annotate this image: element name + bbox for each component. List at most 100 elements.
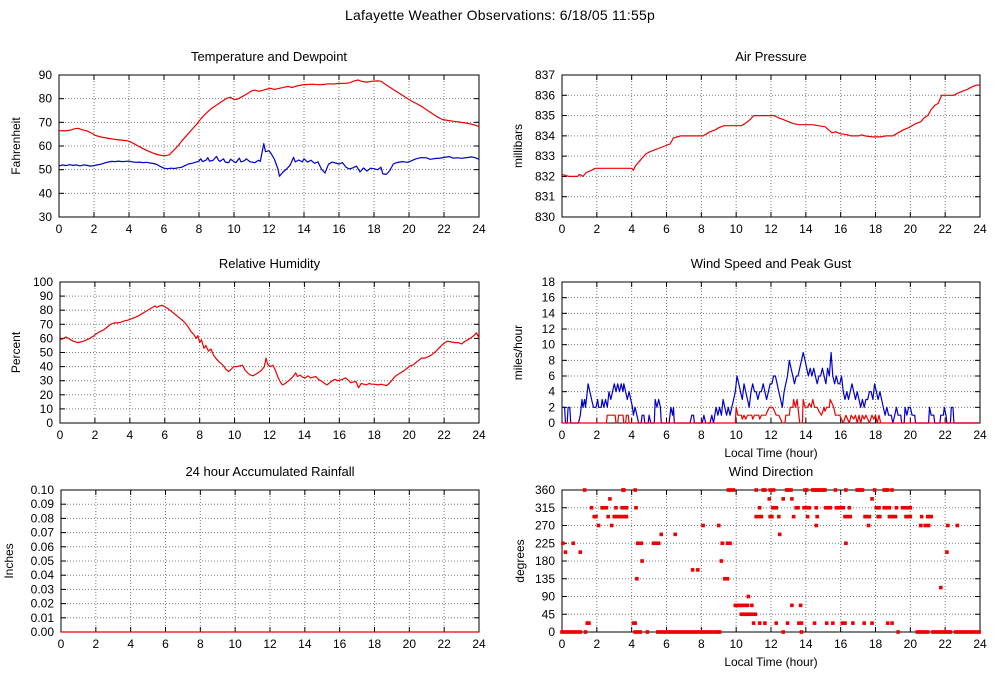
data-point bbox=[920, 630, 925, 634]
data-point bbox=[594, 514, 598, 519]
y-tick-label: 837 bbox=[535, 68, 555, 82]
data-point bbox=[890, 488, 894, 492]
data-point bbox=[587, 621, 591, 625]
x-tick-label: 4 bbox=[628, 222, 635, 236]
y-tick-label: 90 bbox=[40, 289, 54, 303]
data-point bbox=[812, 621, 817, 625]
y-tick-label: 270 bbox=[535, 519, 555, 533]
data-point bbox=[872, 488, 877, 492]
data-point bbox=[941, 630, 946, 634]
data-point bbox=[891, 514, 895, 519]
x-tick-label: 10 bbox=[227, 222, 241, 236]
y-tick-label: 12 bbox=[542, 322, 556, 336]
data-point bbox=[763, 621, 767, 625]
x-tick-label: 16 bbox=[834, 222, 848, 236]
data-point bbox=[687, 630, 691, 634]
data-point bbox=[634, 505, 638, 510]
data-point bbox=[900, 505, 905, 510]
data-point bbox=[972, 630, 976, 634]
y-tick-label: 6 bbox=[548, 369, 555, 383]
series-humidity bbox=[59, 304, 480, 389]
x-tick-label: 2 bbox=[593, 637, 600, 651]
data-point bbox=[767, 497, 772, 501]
data-point bbox=[561, 541, 565, 546]
y-tick-label: 100 bbox=[33, 275, 53, 289]
data-point bbox=[717, 630, 722, 634]
x-tick-label: 8 bbox=[196, 428, 203, 442]
tick-marks bbox=[59, 281, 480, 424]
grid-lines bbox=[562, 490, 980, 632]
y-axis-label: Percent bbox=[9, 331, 23, 373]
y-tick-label: 60 bbox=[39, 139, 53, 153]
data-point bbox=[679, 630, 684, 634]
y-tick-label: 833 bbox=[535, 149, 555, 163]
y-tick-label: 8 bbox=[548, 353, 555, 367]
data-point bbox=[887, 505, 892, 510]
y-tick-label: 14 bbox=[542, 306, 556, 320]
data-point bbox=[575, 630, 580, 634]
data-point bbox=[639, 541, 644, 546]
grid-lines bbox=[562, 282, 980, 423]
data-point bbox=[582, 488, 587, 492]
data-point bbox=[663, 630, 668, 634]
series-wind-speed bbox=[562, 398, 980, 424]
data-point bbox=[701, 523, 705, 528]
data-point bbox=[705, 630, 710, 634]
x-tick-label: 24 bbox=[472, 222, 486, 236]
chart-title: Air Pressure bbox=[735, 49, 807, 64]
data-point bbox=[885, 505, 889, 510]
y-axis-label: Fahrenheit bbox=[9, 117, 23, 175]
data-point bbox=[624, 505, 629, 510]
y-tick-label: 16 bbox=[542, 291, 556, 305]
data-point bbox=[673, 532, 678, 537]
data-point bbox=[609, 523, 614, 528]
data-point bbox=[669, 630, 673, 634]
data-point bbox=[843, 621, 847, 625]
y-tick-label: 225 bbox=[535, 536, 555, 550]
x-tick-label: 18 bbox=[368, 428, 382, 442]
data-point bbox=[870, 621, 874, 625]
data-point bbox=[720, 541, 725, 546]
data-point bbox=[570, 630, 575, 634]
data-point bbox=[640, 559, 644, 563]
data-point bbox=[841, 505, 846, 510]
y-tick-label: 830 bbox=[535, 210, 555, 224]
data-point bbox=[866, 523, 871, 528]
y-tick-label: 45 bbox=[542, 607, 556, 621]
x-tick-label: 16 bbox=[834, 428, 848, 442]
y-tick-label: 18 bbox=[542, 275, 556, 289]
data-point bbox=[753, 612, 758, 617]
data-point bbox=[661, 630, 665, 634]
data-point bbox=[964, 630, 968, 634]
data-point bbox=[877, 505, 881, 510]
tick-labels: 0 2 4 6 8 10 12 14 16 18 20 22 240.000.010.020.030.0… bbox=[31, 483, 486, 651]
data-point bbox=[781, 630, 785, 634]
data-point bbox=[969, 630, 974, 634]
series-peak-gust bbox=[562, 351, 980, 424]
y-tick-label: 832 bbox=[535, 169, 555, 183]
y-tick-label: 70 bbox=[40, 317, 54, 331]
data-point bbox=[939, 630, 943, 634]
data-point bbox=[785, 621, 790, 625]
x-tick-label: 6 bbox=[161, 222, 168, 236]
chart-title: Temperature and Dewpoint bbox=[191, 49, 347, 64]
data-point bbox=[731, 488, 736, 492]
x-tick-label: 6 bbox=[663, 222, 670, 236]
data-point bbox=[645, 630, 650, 634]
y-tick-label: 30 bbox=[39, 210, 53, 224]
x-tick-label: 22 bbox=[437, 637, 451, 651]
data-point bbox=[870, 497, 874, 501]
data-point bbox=[674, 630, 678, 634]
data-point bbox=[953, 630, 958, 634]
data-point bbox=[896, 630, 900, 634]
data-point bbox=[874, 505, 879, 510]
x-axis-label: Local Time (hour) bbox=[724, 446, 817, 460]
y-tick-label: 0.09 bbox=[31, 497, 55, 511]
data-point bbox=[754, 514, 758, 519]
data-point bbox=[847, 505, 852, 510]
